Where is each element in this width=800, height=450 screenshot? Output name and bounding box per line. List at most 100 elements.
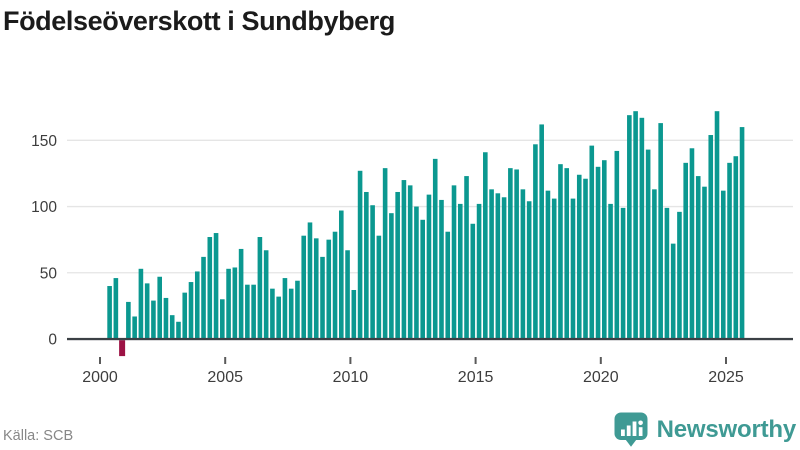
bar — [364, 191, 369, 339]
bar — [414, 206, 419, 339]
bar — [401, 180, 407, 339]
bar — [514, 169, 519, 339]
bar — [107, 286, 112, 339]
bar — [564, 168, 570, 339]
bar — [301, 235, 307, 339]
bar — [188, 282, 194, 339]
bar — [689, 148, 695, 339]
bar — [489, 189, 494, 339]
chart-canvas: 0 50 100 150 2000 2005 2010 2015 2020 2025 — [31, 111, 793, 386]
bar — [451, 185, 457, 339]
bar — [576, 174, 582, 339]
zero-axis-line — [67, 337, 793, 341]
bar — [332, 231, 338, 339]
bar — [670, 243, 676, 339]
bar — [407, 185, 413, 339]
bar — [601, 160, 607, 339]
source-note: Källa: SCB — [3, 428, 74, 444]
bar — [464, 176, 469, 339]
x-axis-label: 2025 — [708, 369, 744, 386]
bar — [257, 237, 263, 339]
bar — [320, 256, 325, 339]
bar — [633, 111, 638, 339]
bar — [439, 199, 444, 339]
bar — [126, 301, 131, 339]
bar — [251, 284, 256, 339]
bar — [176, 321, 181, 339]
bar-chart-pin-icon — [614, 412, 648, 447]
bar — [182, 292, 188, 339]
bar — [138, 268, 144, 339]
bar — [420, 219, 425, 339]
bar — [589, 145, 595, 339]
bar — [445, 231, 451, 339]
bar — [652, 189, 657, 339]
y-axis-label: 100 — [31, 199, 57, 216]
x-axis-label: 2000 — [82, 369, 118, 386]
x-axis-label: 2020 — [583, 369, 619, 386]
bar — [683, 162, 689, 339]
bar — [288, 288, 294, 339]
bar — [351, 289, 357, 339]
bar — [702, 186, 707, 339]
bar — [245, 284, 250, 339]
newsworthy-logo[interactable]: Newsworthy — [614, 412, 796, 447]
bar — [426, 194, 432, 339]
bar — [389, 213, 394, 339]
bar — [620, 207, 626, 339]
bar — [232, 267, 238, 339]
bar — [157, 276, 162, 339]
bar — [276, 296, 281, 339]
bar — [163, 297, 169, 339]
bar — [545, 190, 551, 339]
chart-title: Födelseöverskott i Sundbyberg — [3, 6, 395, 36]
bar — [144, 283, 150, 339]
bar — [169, 315, 175, 339]
bar — [270, 288, 275, 339]
bar — [526, 201, 532, 339]
bar — [238, 248, 244, 339]
bar — [357, 170, 363, 339]
bar — [132, 316, 137, 339]
bar — [658, 123, 663, 339]
bar — [627, 115, 632, 339]
bar — [608, 203, 613, 339]
bar — [313, 238, 319, 339]
bar — [194, 271, 200, 339]
bar — [295, 280, 300, 339]
bar — [614, 150, 620, 339]
bar — [201, 256, 206, 339]
bar — [470, 223, 476, 339]
bar — [539, 124, 544, 339]
bar — [570, 198, 576, 339]
bar — [664, 207, 670, 339]
bar — [457, 203, 463, 339]
bar — [727, 162, 732, 339]
bar — [226, 268, 231, 339]
bar — [326, 239, 332, 339]
bar — [207, 237, 213, 339]
bar — [714, 111, 720, 339]
bar — [495, 193, 501, 339]
negative-bar — [119, 340, 126, 357]
bar — [551, 198, 557, 339]
bar — [376, 235, 382, 339]
bar — [151, 300, 156, 339]
bar — [370, 205, 375, 339]
bar — [345, 250, 350, 339]
bar — [520, 189, 526, 339]
bar — [501, 197, 507, 339]
bar — [645, 149, 651, 339]
bar — [113, 278, 119, 339]
bar — [483, 152, 488, 339]
bar — [508, 168, 513, 339]
bar — [558, 164, 563, 339]
y-axis-label: 50 — [40, 265, 58, 282]
bar — [220, 299, 225, 339]
bar — [708, 135, 714, 339]
bar — [695, 176, 701, 339]
bar — [476, 203, 482, 339]
brand-name: Newsworthy — [656, 415, 797, 443]
bar — [739, 127, 745, 339]
